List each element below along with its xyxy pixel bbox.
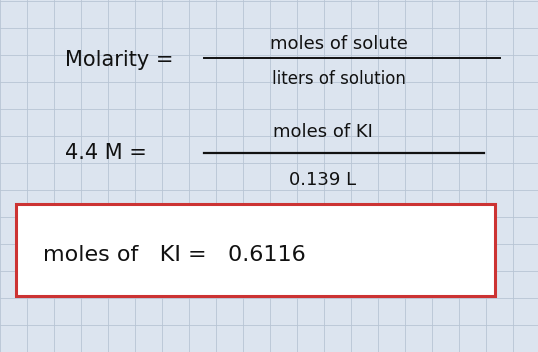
Text: 0.139 L: 0.139 L [289, 170, 356, 189]
FancyBboxPatch shape [16, 204, 495, 296]
Text: liters of solution: liters of solution [272, 70, 406, 88]
Text: Molarity =: Molarity = [65, 50, 173, 70]
Text: 4.4 M =: 4.4 M = [65, 143, 146, 163]
Text: moles of   KI =   0.6116: moles of KI = 0.6116 [43, 245, 306, 265]
Text: moles of solute: moles of solute [270, 35, 408, 53]
Text: moles of KI: moles of KI [273, 123, 373, 141]
